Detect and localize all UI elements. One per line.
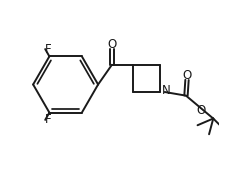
Text: F: F — [45, 43, 51, 56]
Text: O: O — [107, 38, 117, 51]
Text: O: O — [196, 104, 205, 117]
Text: F: F — [45, 113, 51, 126]
Text: O: O — [182, 69, 192, 82]
Text: N: N — [162, 84, 171, 98]
